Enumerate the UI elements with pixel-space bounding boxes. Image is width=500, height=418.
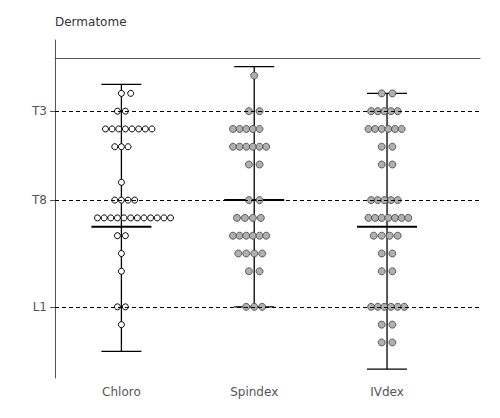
svg-text:IVdex: IVdex: [370, 385, 404, 399]
svg-text:L1: L1: [33, 300, 47, 314]
svg-text:T8: T8: [31, 193, 47, 207]
svg-text:Spindex: Spindex: [230, 385, 278, 399]
svg-text:T3: T3: [31, 104, 47, 118]
svg-text:Chloro: Chloro: [102, 385, 141, 399]
svg-text:Dermatome: Dermatome: [55, 15, 127, 29]
